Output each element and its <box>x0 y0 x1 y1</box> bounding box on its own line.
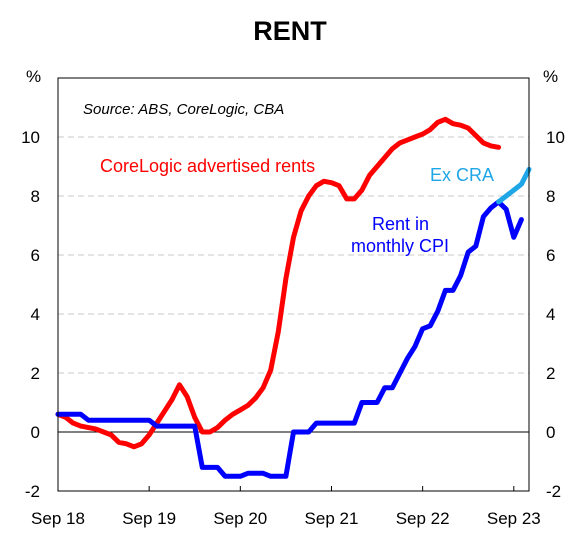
cpi-series-label: Rent in monthly CPI <box>351 214 449 256</box>
ex-cra-series-label: Ex CRA <box>430 165 494 185</box>
corelogic-series-label: CoreLogic advertised rents <box>100 156 315 176</box>
x-tick-label: Sep 19 <box>122 509 176 528</box>
gridlines <box>58 136 529 433</box>
x-tick-label: Sep 23 <box>487 509 541 528</box>
y-tick-label-right: 8 <box>546 187 555 206</box>
y-tick-label-left: 10 <box>21 128 40 147</box>
y-tick-label-left: 8 <box>31 187 40 206</box>
y-tick-label-left: 4 <box>31 305 40 324</box>
ex-cra-label-line: Ex CRA <box>430 165 494 185</box>
x-ticks <box>57 486 515 491</box>
y-tick-label-left: 6 <box>31 246 40 265</box>
y-tick-labels-left: -2 0 2 4 6 8 10 <box>21 128 40 501</box>
y-tick-label-right: 0 <box>546 423 555 442</box>
x-tick-labels: Sep 18 Sep 19 Sep 20 Sep 21 Sep 22 Sep 23 <box>31 509 541 528</box>
ex-cra-line <box>496 166 532 205</box>
cpi-label-line-2: monthly CPI <box>351 236 449 256</box>
x-tick-label: Sep 22 <box>396 509 450 528</box>
corelogic-rents-line <box>55 116 502 450</box>
y-tick-label-left: 0 <box>31 423 40 442</box>
y-tick-label-left: 2 <box>31 364 40 383</box>
cpi-label-line-1: Rent in <box>372 214 429 234</box>
plot-frame <box>57 77 530 492</box>
y-tick-labels-right: -2 0 2 4 6 8 10 <box>546 128 565 501</box>
y-tick-label-left: -2 <box>25 482 40 501</box>
rent-monthly-cpi-line <box>55 199 524 479</box>
corelogic-label-line: CoreLogic advertised rents <box>100 156 315 176</box>
source-note: Source: ABS, CoreLogic, CBA <box>83 101 284 118</box>
y-tick-label-right: 2 <box>546 364 555 383</box>
right-axis-unit: % <box>543 67 558 86</box>
x-tick-label: Sep 18 <box>31 509 85 528</box>
series-lines <box>55 116 532 479</box>
chart-title: RENT <box>253 16 327 46</box>
y-tick-label-right: 10 <box>546 128 565 147</box>
y-tick-label-right: 4 <box>546 305 555 324</box>
y-tick-label-right: -2 <box>546 482 561 501</box>
x-tick-label: Sep 21 <box>305 509 359 528</box>
left-axis-unit: % <box>26 67 41 86</box>
y-tick-label-right: 6 <box>546 246 555 265</box>
x-tick-label: Sep 20 <box>213 509 267 528</box>
